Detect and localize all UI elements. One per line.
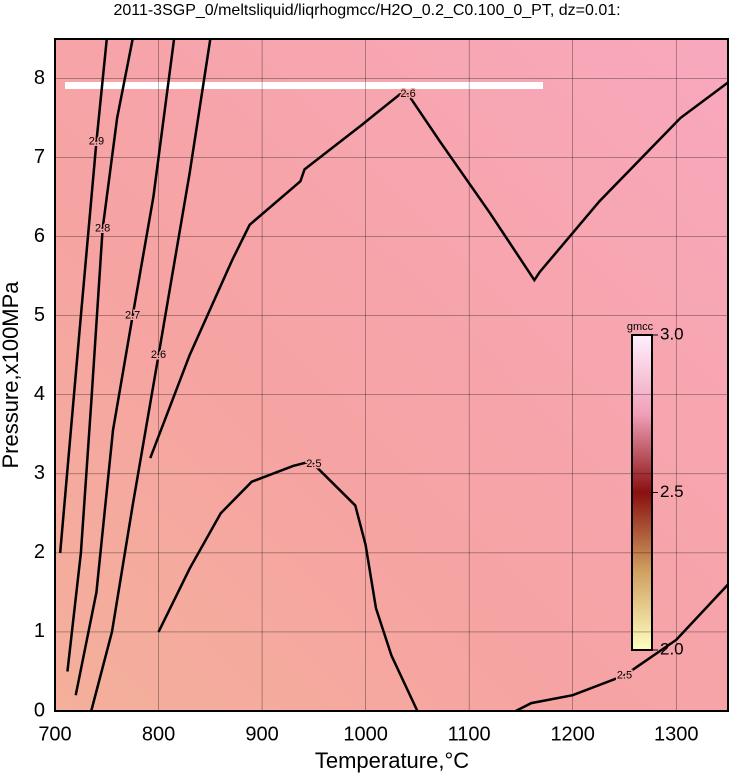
colorbar-tick-label: 2.0 bbox=[660, 639, 684, 658]
colorbar-title: gmcc bbox=[627, 321, 654, 333]
y-tick-label: 7 bbox=[34, 146, 45, 168]
x-axis-label: Temperature,°C bbox=[315, 748, 469, 773]
y-tick-label: 6 bbox=[34, 225, 45, 247]
contour-line bbox=[66, 38, 134, 672]
y-tick-label: 2 bbox=[34, 541, 45, 563]
contour-label: 2.6 bbox=[400, 88, 415, 100]
contour-label: 2.6 bbox=[151, 349, 166, 361]
colorbar-tick-label: 2.5 bbox=[660, 482, 684, 501]
colorbar-tick-label: 3.0 bbox=[660, 324, 684, 343]
contour-label: 2.7 bbox=[125, 310, 140, 322]
y-tick-label: 3 bbox=[34, 462, 45, 484]
x-tick-label: 1300 bbox=[654, 723, 699, 745]
x-tick-label: 1000 bbox=[343, 723, 388, 745]
blank-band bbox=[65, 82, 543, 89]
contour-line bbox=[90, 38, 212, 712]
chart-title: 2011-3SGP_0/meltsliquid/liqrhogmcc/H2O_0… bbox=[113, 2, 620, 19]
y-tick-label: 5 bbox=[34, 304, 45, 326]
x-tick-label: 800 bbox=[142, 723, 175, 745]
contour-line bbox=[74, 38, 176, 696]
x-tick-label: 1100 bbox=[448, 723, 491, 745]
contour-line bbox=[58, 38, 109, 553]
y-tick-label: 4 bbox=[34, 383, 45, 405]
y-tick-label: 0 bbox=[34, 699, 45, 721]
contour-line bbox=[157, 460, 419, 712]
colorbar bbox=[631, 334, 653, 651]
y-tick-label: 8 bbox=[34, 67, 45, 89]
y-tick-label: 1 bbox=[34, 620, 45, 642]
contour-label: 2.5 bbox=[306, 458, 321, 470]
x-tick-label: 700 bbox=[38, 723, 71, 745]
contour-label: 2.5 bbox=[617, 669, 632, 681]
contour-line bbox=[149, 81, 729, 459]
x-tick-label: 900 bbox=[245, 723, 278, 745]
contour-label: 2.9 bbox=[89, 136, 104, 148]
x-tick-label: 1200 bbox=[550, 723, 595, 745]
contour-line bbox=[515, 583, 729, 713]
plot-background bbox=[55, 39, 728, 711]
y-axis-label: Pressure,x100MPa bbox=[0, 281, 23, 469]
contour-label: 2.8 bbox=[95, 223, 110, 235]
